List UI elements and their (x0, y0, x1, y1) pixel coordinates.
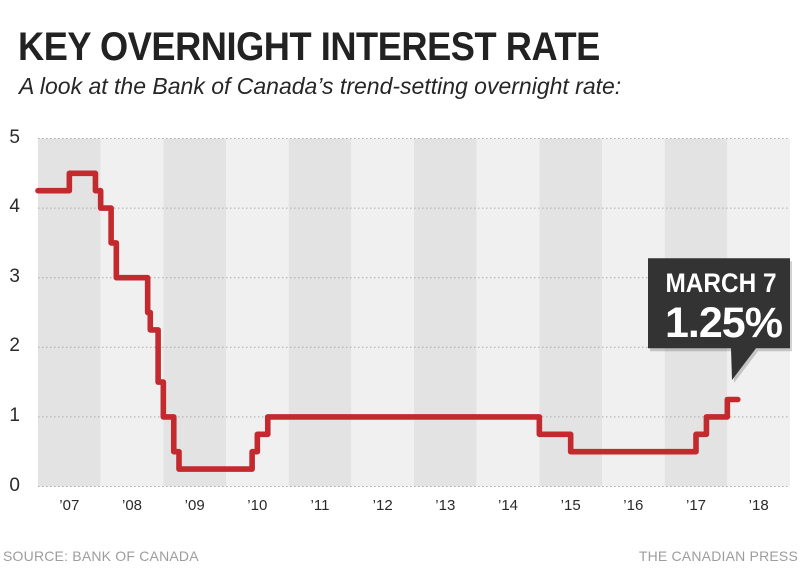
svg-text:1.25%: 1.25% (665, 299, 783, 347)
svg-text:MARCH 7: MARCH 7 (666, 268, 777, 298)
